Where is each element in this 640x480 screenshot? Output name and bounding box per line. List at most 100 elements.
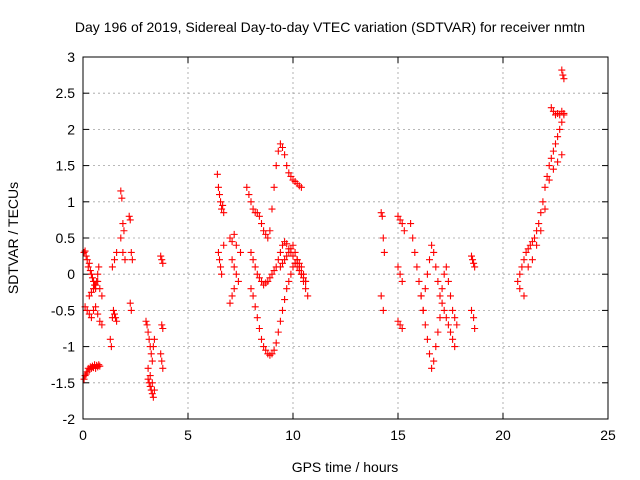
data-point [287,270,295,278]
data-point [85,310,93,318]
y-axis-label: SDTVAR / TECUs [5,182,21,294]
data-point [276,140,284,148]
data-point [270,183,278,191]
data-point [524,263,532,271]
data-point [260,227,268,235]
plot-frame [82,56,609,420]
data-point [226,234,234,242]
data-point [249,292,257,300]
data-point [289,263,297,271]
data-point [516,270,524,278]
data-point [447,292,454,300]
data-point [237,248,244,256]
data-point [549,165,557,173]
data-point [285,248,293,256]
data-point [380,248,388,256]
data-point [96,285,104,293]
data-point [558,151,566,159]
y-tick-label: 1 [67,194,75,210]
data-point [87,288,95,296]
data-point [470,314,478,322]
data-point [295,263,303,271]
data-point [158,256,166,264]
data-point [249,256,257,264]
data-point [297,183,305,191]
data-point [253,209,261,217]
data-point [146,382,154,390]
data-point [86,267,94,275]
data-point [549,107,557,115]
data-point [302,285,310,293]
data-point [159,259,167,267]
data-point [274,147,282,155]
data-point [289,241,297,249]
data-point [87,270,95,278]
data-point [436,292,444,300]
data-point [83,306,91,314]
data-point [279,144,286,151]
data-point [128,256,136,264]
data-point [543,172,551,180]
data-point [243,183,251,191]
data-point [300,277,307,285]
data-point [556,125,564,133]
data-point [108,263,116,271]
data-point [149,343,157,351]
data-point [247,248,255,256]
data-point [394,263,402,271]
data-point [281,151,289,159]
data-point [253,270,261,278]
data-point [451,314,459,322]
data-point [92,281,100,289]
data-point [159,364,167,372]
data-point [276,317,284,325]
y-tick-label: 1.5 [56,158,76,174]
data-point [157,252,165,260]
data-point [291,248,299,256]
data-point [158,357,166,365]
data-point [442,263,450,271]
data-point [109,306,117,314]
data-point [549,147,557,155]
data-point [541,183,549,191]
data-point [394,317,402,325]
data-point [245,191,253,199]
data-point [148,390,156,398]
data-point [537,227,545,235]
data-point [378,212,386,220]
data-point [126,216,134,224]
data-point [228,292,236,300]
data-point [440,270,448,278]
data-point [113,248,121,256]
data-point [226,299,234,307]
data-point [276,248,284,256]
data-point [524,245,532,253]
data-point [117,234,125,242]
data-point [96,317,104,325]
data-point [398,277,406,285]
data-point [554,133,562,141]
data-point [558,118,566,126]
data-point [407,220,415,228]
data-point [554,158,562,166]
data-point [232,270,240,278]
data-point [268,205,276,213]
y-tick-label: 0.5 [56,230,76,246]
data-point [470,259,478,267]
data-point [119,248,127,256]
data-point [438,299,446,307]
data-point [283,240,291,248]
data-point [143,321,151,329]
data-point [95,361,103,369]
x-tick-label: 15 [390,427,406,443]
y-tick-label: -1.5 [51,375,75,391]
data-point [447,328,454,336]
x-tick-label: 20 [495,427,511,443]
data-point [92,303,100,311]
data-point [559,71,567,79]
data-point [144,375,152,383]
data-point [396,270,404,278]
data-point [127,248,135,256]
data-point [113,317,121,325]
data-point [258,277,265,285]
